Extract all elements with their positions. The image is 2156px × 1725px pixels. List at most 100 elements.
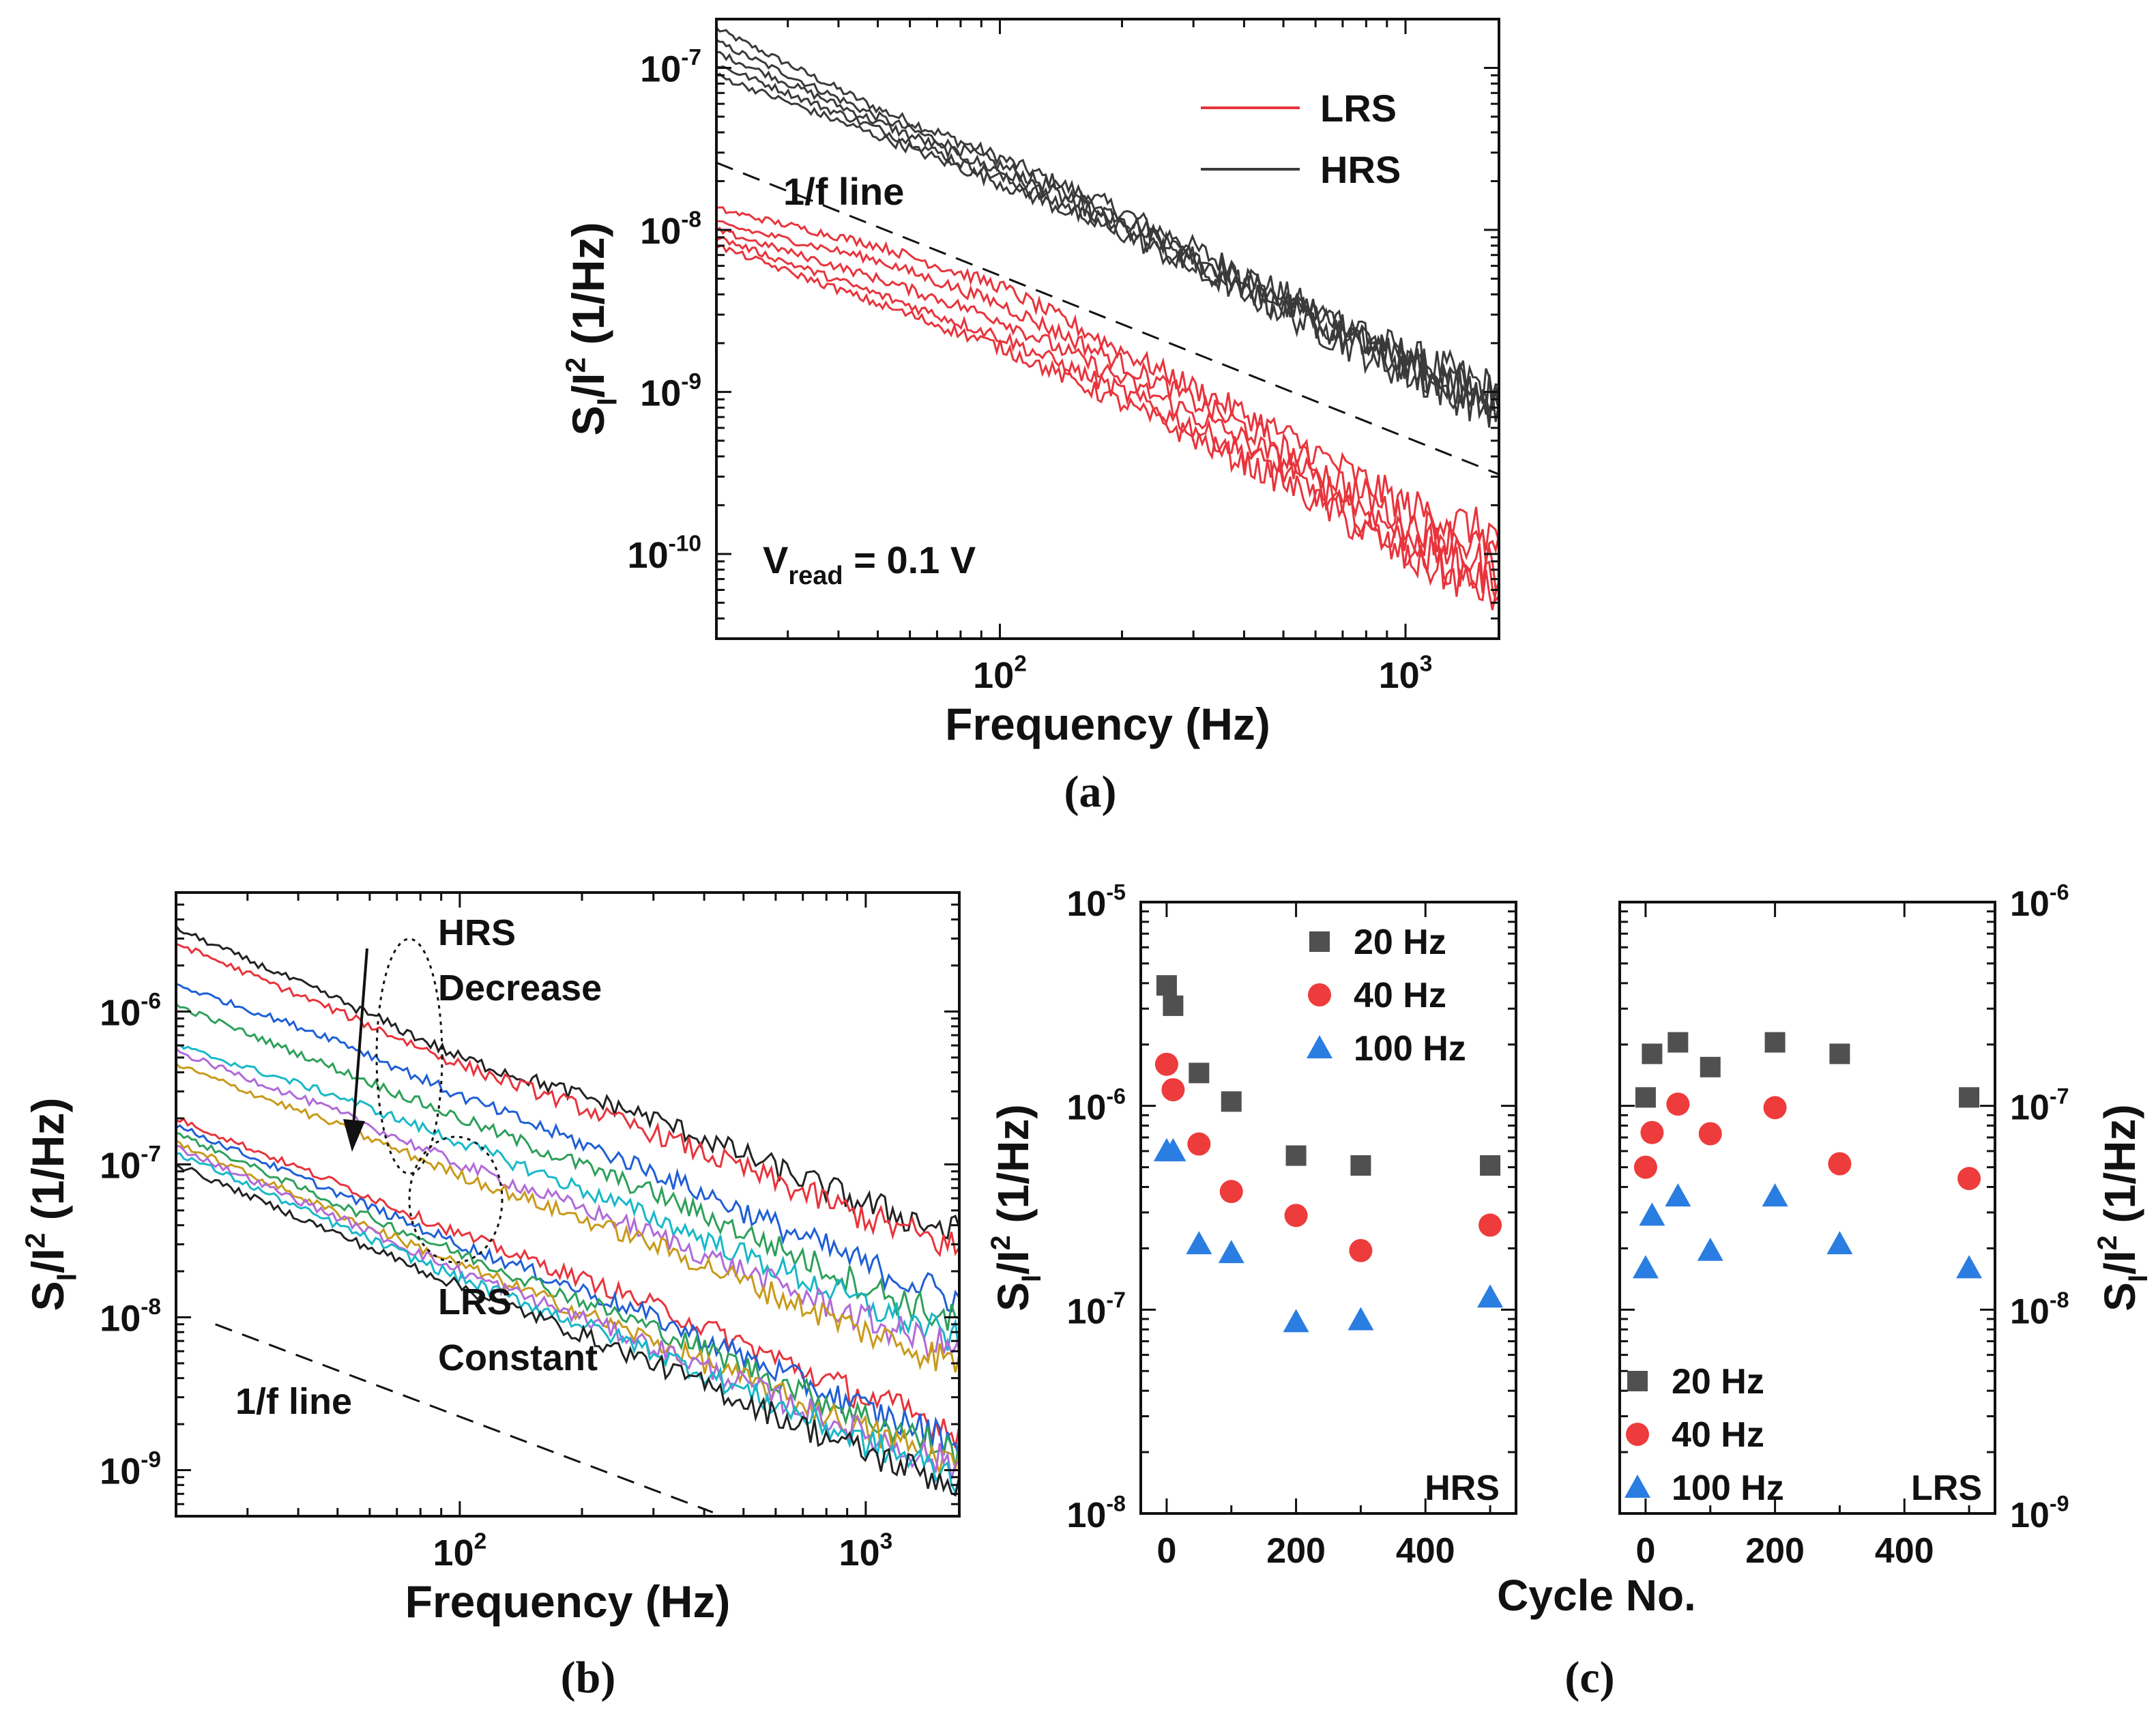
x-axis-title: Frequency (Hz) xyxy=(945,699,1270,749)
y-tick-label: 10-7 xyxy=(640,45,701,89)
y-tick-label: 10-9 xyxy=(2010,1492,2069,1535)
y-tick-label: 10-8 xyxy=(640,207,701,252)
series-curve xyxy=(176,1047,959,1361)
marker-20hz xyxy=(1635,1087,1656,1108)
one-over-f-reference-line xyxy=(716,162,1499,476)
lrs-highlight-ellipse xyxy=(408,1135,504,1264)
legend-label-20hz: 20 Hz xyxy=(1354,923,1446,962)
hrs-highlight-ellipse xyxy=(375,938,443,1175)
x-tick-label: 102 xyxy=(973,652,1027,696)
panel-a-plot-area xyxy=(716,27,1499,611)
x-tick-label: 400 xyxy=(1396,1531,1455,1571)
series-curve xyxy=(176,1152,959,1496)
marker-40hz xyxy=(1219,1180,1243,1204)
marker-100hz xyxy=(1283,1309,1309,1333)
series-curve xyxy=(176,1144,959,1479)
x-tick-label: 102 xyxy=(433,1529,487,1574)
y-tick-label: 10-9 xyxy=(100,1447,161,1492)
marker-40hz xyxy=(1957,1167,1981,1191)
marker-40hz xyxy=(1187,1132,1211,1156)
y-tick-label: 10-6 xyxy=(2010,880,2069,924)
panel-label-a: (a) xyxy=(1064,767,1117,817)
panel-label-c: (c) xyxy=(1564,1653,1614,1702)
panel-a-axes-frame xyxy=(715,18,1500,640)
x-tick-label: 103 xyxy=(1379,652,1433,696)
marker-20hz xyxy=(1829,1043,1850,1064)
marker-20hz xyxy=(1163,995,1184,1016)
series-lrs-curve xyxy=(716,244,1499,611)
panel-c-hrs-chart: 0 200 400 10-5 10-6 10-7 10-8 SI/I2 (1/Hz) 20 Hz… xyxy=(986,880,1517,1571)
marker-40hz xyxy=(1284,1204,1308,1228)
panel-b-chart: 102 103 10-6 10-7 10-8 10-9 Frequency (Hz) SI/I… xyxy=(19,891,961,1627)
decrease-arrow-shaft xyxy=(352,948,368,1127)
series-curve xyxy=(176,1002,959,1331)
y-axis-title: SI/I2 (1/Hz) xyxy=(559,222,622,436)
panel-c-lrs-state-label: LRS xyxy=(1911,1468,1982,1508)
marker-100hz xyxy=(1665,1183,1691,1207)
marker-20hz xyxy=(1959,1087,1980,1108)
legend-marker-40hz xyxy=(1626,1423,1649,1446)
x-tick-label: 200 xyxy=(1266,1531,1326,1571)
marker-20hz xyxy=(1350,1155,1371,1176)
legend-label-40hz: 40 Hz xyxy=(1354,976,1446,1015)
legend-label-hrs: HRS xyxy=(1320,148,1401,191)
y-tick-label: 10-5 xyxy=(1066,880,1126,924)
marker-20hz xyxy=(1700,1056,1721,1077)
marker-40hz xyxy=(1763,1096,1787,1120)
x-tick-label: 103 xyxy=(839,1529,893,1574)
series-curve xyxy=(176,1132,959,1469)
marker-40hz xyxy=(1828,1152,1852,1176)
marker-20hz xyxy=(1221,1091,1242,1112)
legend-marker-20hz xyxy=(1309,931,1330,952)
marker-40hz xyxy=(1349,1238,1373,1262)
marker-40hz xyxy=(1666,1092,1690,1116)
annotation-hrs: HRS xyxy=(438,912,516,953)
y-tick-label: 10-7 xyxy=(1066,1288,1126,1331)
legend-label-lrs: LRS xyxy=(1320,87,1397,130)
marker-100hz xyxy=(1218,1240,1244,1264)
legend-marker-40hz xyxy=(1308,983,1331,1006)
marker-100hz xyxy=(1186,1231,1212,1255)
decrease-arrow-head xyxy=(343,1119,365,1152)
legend-marker-20hz xyxy=(1627,1371,1648,1391)
marker-100hz xyxy=(1697,1237,1723,1261)
y-axis-title: SI/I2 (1/Hz) xyxy=(19,1098,82,1311)
marker-40hz xyxy=(1478,1213,1502,1237)
panel-c-hrs-axes-frame xyxy=(1139,901,1517,1515)
y-tick-label: 10-6 xyxy=(1066,1084,1126,1127)
y-tick-label: 10-6 xyxy=(100,989,161,1033)
annotation-lrs: LRS xyxy=(438,1281,512,1322)
marker-40hz xyxy=(1698,1122,1722,1146)
legend-label-100hz: 100 Hz xyxy=(1672,1468,1784,1508)
legend-label-100hz: 100 Hz xyxy=(1354,1029,1466,1069)
legend-marker-100hz xyxy=(1625,1475,1650,1498)
y-axis-title: SI/I2 (1/Hz) xyxy=(2093,1104,2153,1311)
series-hrs-curve xyxy=(716,27,1499,411)
marker-20hz xyxy=(1642,1043,1663,1064)
panel-b-plot-area xyxy=(176,925,959,1513)
marker-40hz xyxy=(1640,1120,1664,1144)
y-tick-label: 10-10 xyxy=(628,532,701,576)
series-curve xyxy=(176,1043,959,1357)
series-hrs-curve xyxy=(716,65,1499,424)
panel-c-lrs-chart: 0 200 400 10-6 10-7 10-8 10-9 SI/I2 (1/Hz) 20 Hz… xyxy=(1618,880,2153,1571)
series-curve xyxy=(176,1062,959,1373)
legend-marker-100hz xyxy=(1307,1035,1332,1058)
annotation-decrease: Decrease xyxy=(438,968,602,1009)
series-lrs-curve xyxy=(716,227,1499,592)
series-lrs-curve xyxy=(716,220,1499,563)
panel-b-axes-frame xyxy=(175,891,961,1518)
marker-20hz xyxy=(1285,1145,1307,1166)
y-tick-label: 10-7 xyxy=(2010,1084,2069,1127)
series-curve xyxy=(176,942,959,1258)
x-tick-label: 0 xyxy=(1156,1531,1176,1571)
x-axis-title: Frequency (Hz) xyxy=(405,1576,731,1627)
marker-100hz xyxy=(1956,1255,1983,1279)
one-over-f-reference-line xyxy=(215,1323,714,1513)
panel-label-b: (b) xyxy=(561,1653,616,1702)
series-curve xyxy=(176,1117,959,1448)
marker-20hz xyxy=(1667,1032,1689,1053)
series-curve xyxy=(176,1163,959,1497)
marker-100hz xyxy=(1160,1137,1186,1161)
marker-40hz xyxy=(1161,1078,1185,1102)
